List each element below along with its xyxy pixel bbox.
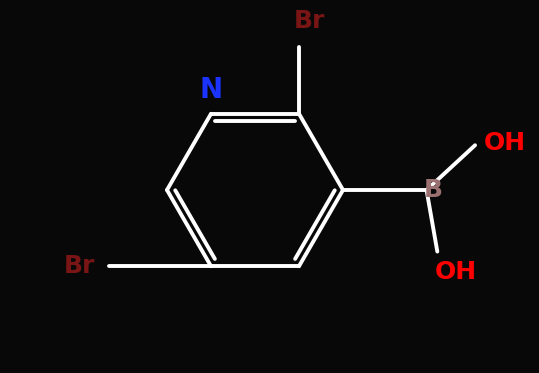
Text: OH: OH bbox=[435, 260, 477, 284]
Text: Br: Br bbox=[294, 9, 326, 32]
Text: OH: OH bbox=[483, 131, 526, 156]
Text: B: B bbox=[424, 178, 443, 202]
Text: Br: Br bbox=[63, 254, 95, 278]
Text: N: N bbox=[199, 76, 223, 104]
